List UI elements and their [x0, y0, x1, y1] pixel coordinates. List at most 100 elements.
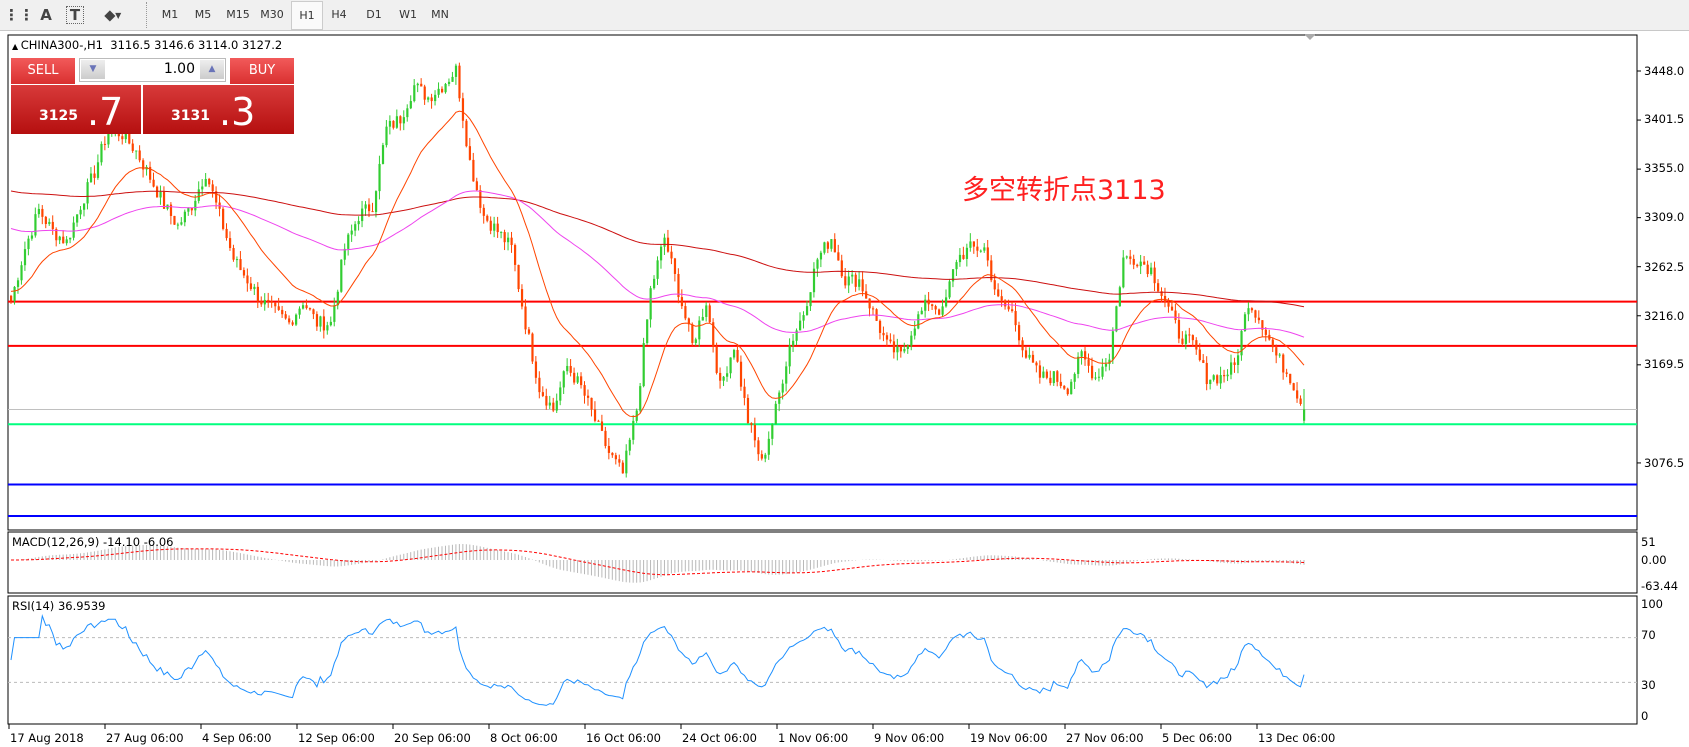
lot-increase-icon[interactable]: ▲: [200, 60, 224, 79]
candle-bullish: [1070, 381, 1073, 395]
timeframe-h1[interactable]: H1: [291, 1, 323, 30]
candle-bullish: [944, 297, 948, 307]
candle-bearish: [222, 208, 225, 229]
timeframe-m5[interactable]: M5: [194, 8, 212, 21]
rsi-line: [10, 614, 1305, 706]
candle-bearish: [215, 191, 218, 203]
candle-bearish: [308, 308, 312, 310]
candle-bearish: [93, 173, 96, 178]
candle-bullish: [444, 83, 447, 93]
candle-bullish: [409, 101, 412, 109]
candle-bearish: [931, 304, 934, 307]
candle-bearish: [486, 215, 489, 221]
candle-bearish: [1254, 310, 1257, 318]
candle-bearish: [1160, 291, 1163, 296]
candle-bullish: [343, 248, 346, 260]
candle-bullish: [82, 203, 86, 210]
candle-bearish: [524, 306, 527, 330]
candle-bearish: [687, 318, 690, 325]
candle-bearish: [517, 264, 520, 290]
current-price-label: 3127.2: [1643, 403, 1685, 417]
candle-bearish: [1198, 349, 1201, 361]
timeframe-m1[interactable]: M1: [161, 8, 179, 21]
timeframe-m15[interactable]: M15: [226, 8, 250, 21]
candle-bearish: [1035, 362, 1038, 366]
candle-bullish: [16, 280, 20, 287]
candle-bullish: [434, 94, 437, 102]
sell-price-button[interactable]: 3125 .7: [11, 85, 141, 134]
candle-bearish: [211, 184, 214, 192]
candle-bullish: [1094, 377, 1097, 379]
candle-bearish: [249, 283, 253, 290]
buy-price-button[interactable]: 3131 .3: [143, 85, 294, 134]
candle-bearish: [423, 86, 426, 100]
candle-bullish: [72, 222, 75, 238]
candle-bullish: [37, 208, 41, 215]
candle-bearish: [260, 301, 263, 305]
candle-bullish: [656, 260, 659, 279]
candle-bearish: [927, 299, 930, 305]
candle-bullish: [823, 242, 826, 253]
candle-bearish: [604, 430, 607, 446]
text-icon[interactable]: A: [40, 6, 52, 24]
timeframe-m30[interactable]: M30: [260, 8, 284, 21]
candle-bearish: [1143, 261, 1146, 265]
candle-bullish: [913, 328, 916, 336]
candle-bullish: [381, 145, 385, 164]
candle-bullish: [732, 349, 736, 358]
candle-bearish: [962, 254, 965, 259]
candle-bullish: [1052, 371, 1055, 384]
price-tick: 3262.5: [1644, 260, 1685, 274]
sell-button[interactable]: SELL: [11, 58, 75, 84]
candle-bullish: [301, 305, 305, 309]
candle-bearish: [1063, 385, 1066, 389]
timeframe-mn[interactable]: MN: [431, 8, 449, 21]
lot-size-value[interactable]: 1.00: [163, 61, 195, 77]
time-label: 13 Dec 06:00: [1258, 731, 1336, 745]
candle-bearish: [680, 297, 684, 307]
chart-annotation-text[interactable]: 多空转折点3113: [962, 175, 1166, 206]
candle-bullish: [329, 321, 332, 326]
collapse-triangle-icon[interactable]: ▲: [12, 42, 21, 51]
candle-bearish: [854, 274, 857, 287]
candle-bullish: [406, 108, 409, 118]
candle-bullish: [176, 224, 180, 226]
candle-bullish: [632, 420, 635, 440]
crosshair-grid-icon[interactable]: ⋮⋮: [4, 6, 34, 24]
text-label-icon[interactable]: T: [66, 6, 84, 24]
candle-bullish: [955, 262, 958, 270]
candle-bearish: [242, 270, 246, 276]
candle-bullish: [1118, 287, 1121, 307]
buy-button[interactable]: BUY: [230, 58, 294, 84]
candle-bullish: [979, 250, 982, 252]
candle-bullish: [263, 299, 266, 305]
candle-bearish: [1275, 347, 1278, 356]
price-tick: 3169.5: [1644, 357, 1685, 371]
candle-bearish: [1299, 398, 1302, 405]
candle-bearish: [368, 204, 371, 212]
chevron-down-icon: ▼: [115, 10, 122, 20]
lot-decrease-icon[interactable]: ▼: [81, 60, 105, 79]
candle-bullish: [983, 247, 986, 251]
arrows-dropdown-icon[interactable]: ⬥ ▼: [98, 4, 128, 26]
macd-label: MACD(12,26,9) -14.10 -6.06: [12, 535, 174, 549]
timeframe-h4[interactable]: H4: [331, 8, 347, 21]
timeframe-d1[interactable]: D1: [366, 8, 382, 21]
lot-size-field[interactable]: ▼ 1.00 ▲: [79, 58, 226, 82]
candle-bearish: [580, 376, 583, 386]
candle-bearish: [1177, 319, 1181, 339]
timeframe-w1[interactable]: W1: [399, 8, 417, 21]
candle-bearish: [312, 309, 315, 315]
candle-bullish: [788, 345, 791, 367]
candle-bullish: [1042, 371, 1045, 378]
candle-bullish: [819, 252, 823, 260]
candle-bearish: [736, 349, 739, 362]
candle-bearish: [169, 204, 173, 216]
candle-bearish: [479, 190, 482, 208]
candle-bearish: [872, 308, 875, 310]
candle-bullish: [1212, 375, 1215, 380]
ma-slow-line: [10, 190, 1305, 308]
candle-bearish: [128, 131, 131, 144]
candle-bullish: [1209, 379, 1212, 385]
